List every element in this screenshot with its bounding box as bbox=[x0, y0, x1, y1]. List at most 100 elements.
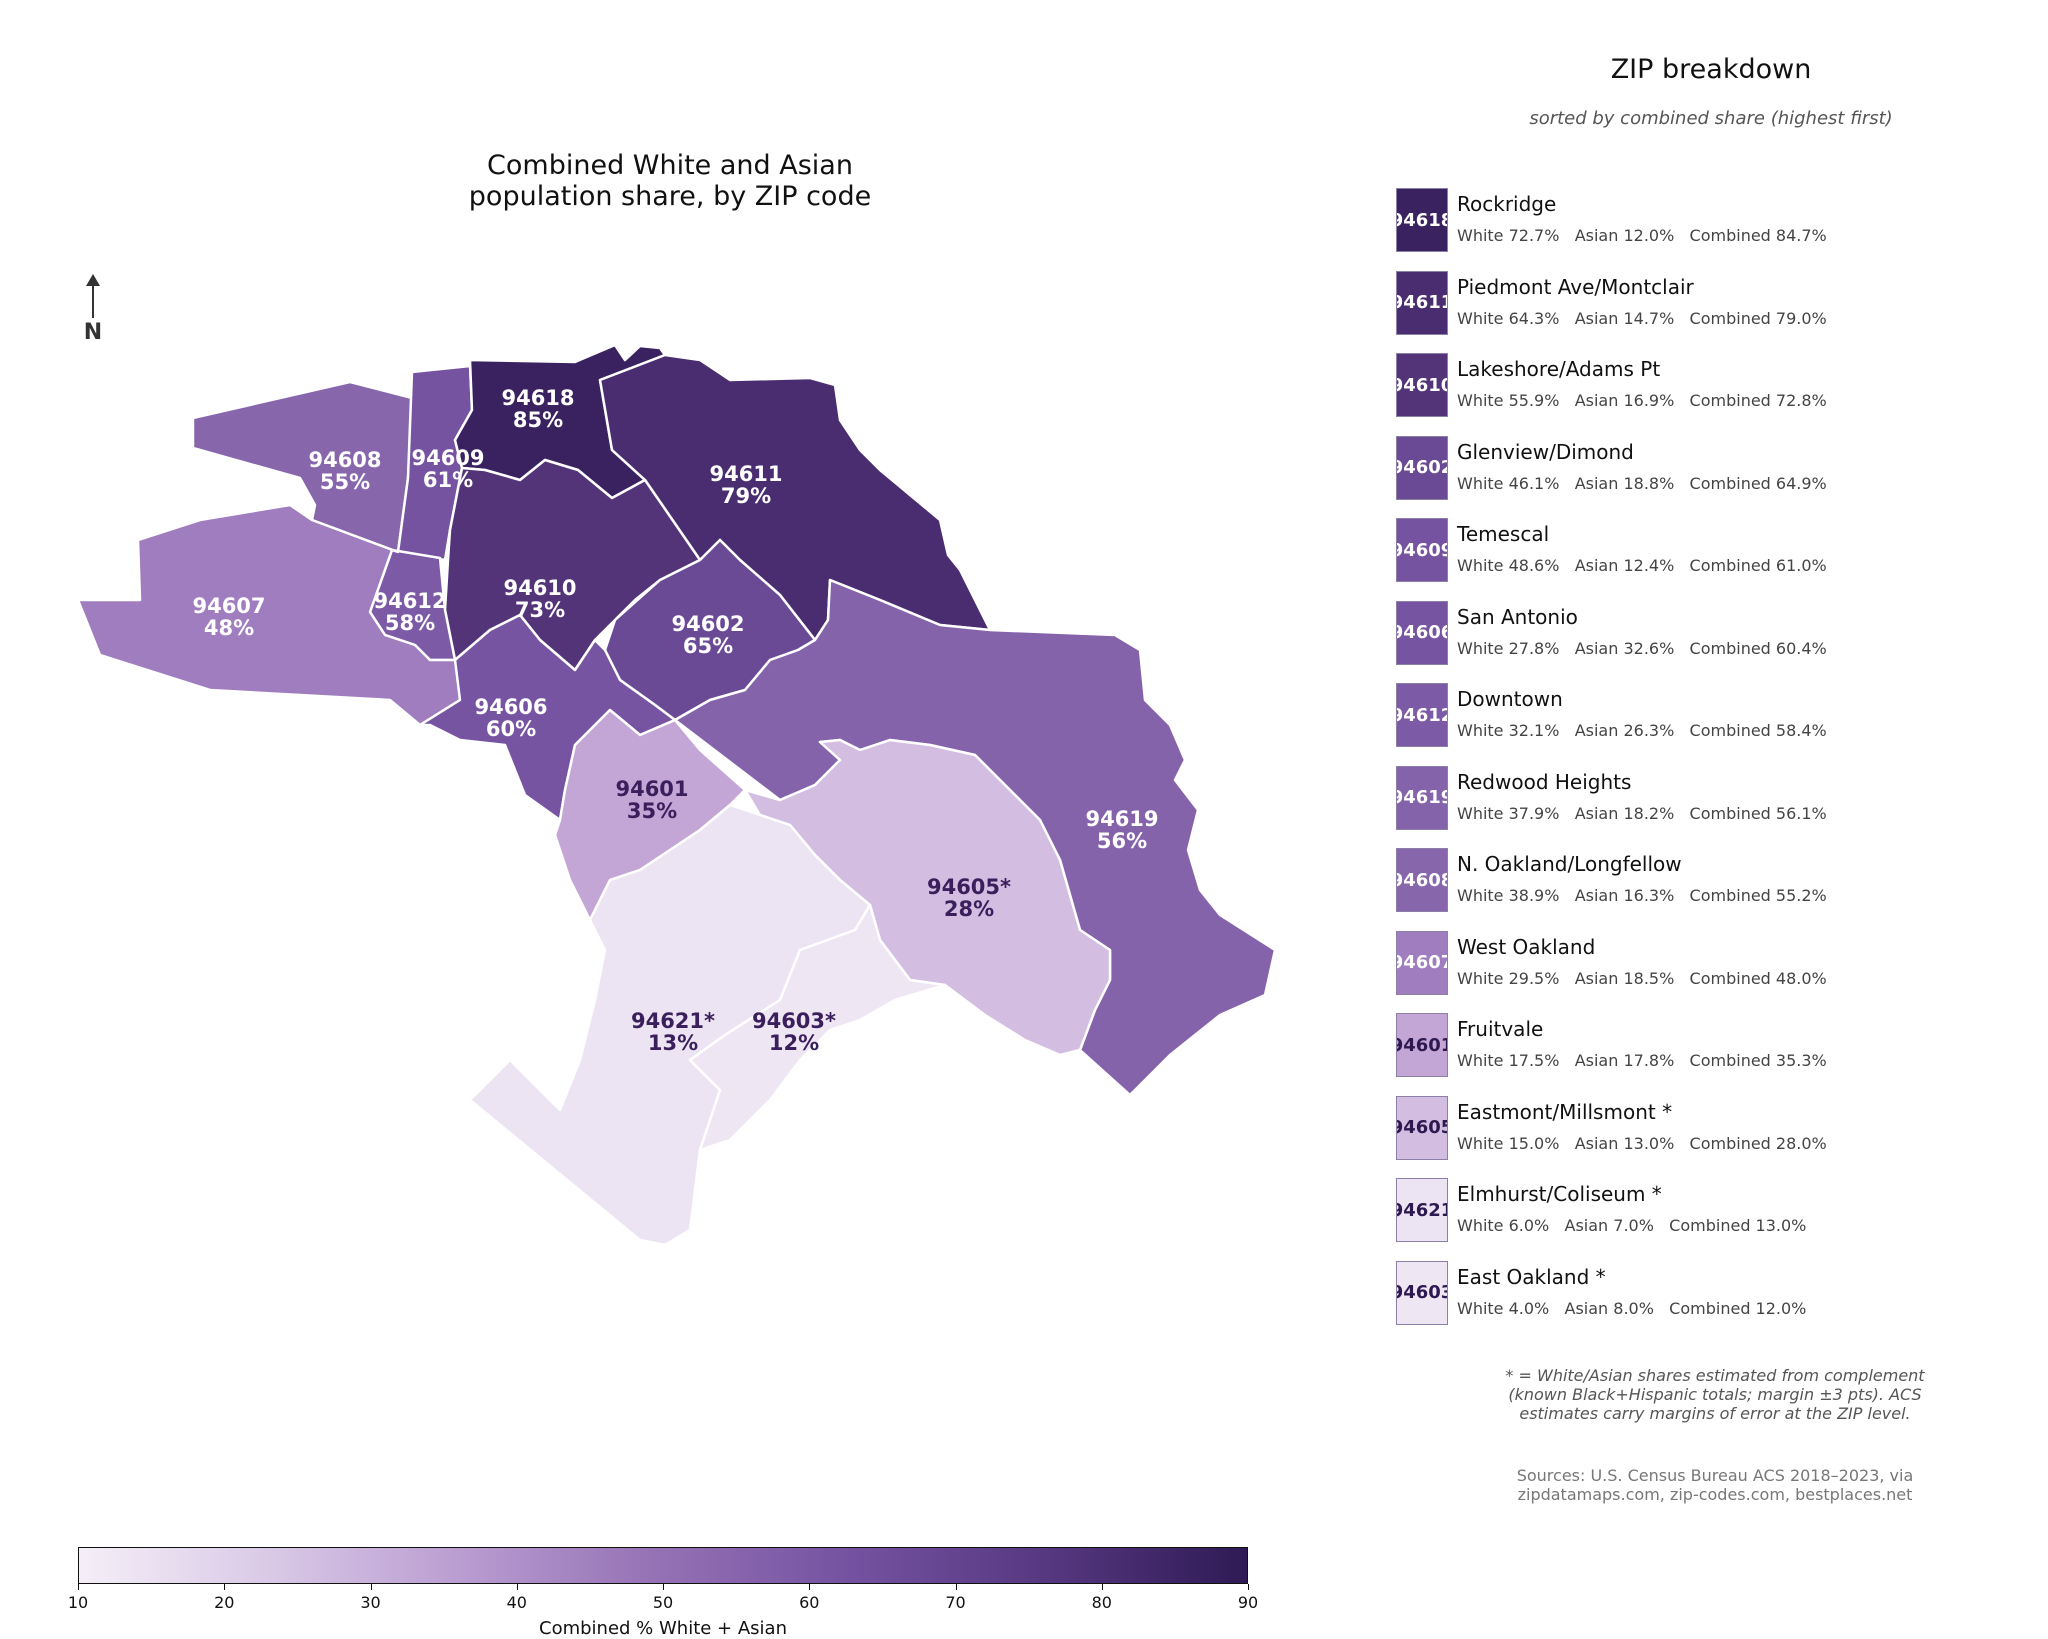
legend-swatch: 94603 bbox=[1396, 1260, 1448, 1325]
sources-note: Sources: U.S. Census Bureau ACS 2018–202… bbox=[1516, 1466, 1914, 1504]
panel-title: ZIP breakdown bbox=[1610, 54, 1812, 85]
colorbar-tick-label: 90 bbox=[1237, 1593, 1259, 1612]
legend-swatch: 94608 bbox=[1396, 848, 1448, 912]
legend-row-name: Downtown bbox=[1457, 687, 1563, 711]
legend-row-94609: 94609 Temescal White 48.6% Asian 12.4% Com… bbox=[1396, 518, 2036, 584]
legend-row-stats: White 37.9% Asian 18.2% Combined 56.1% bbox=[1457, 803, 1827, 823]
zip-label-94607: 94607 48% bbox=[192, 594, 266, 640]
north-arrow: N bbox=[80, 274, 106, 345]
zip-label-94606: 94606 60% bbox=[474, 695, 548, 741]
north-label: N bbox=[83, 320, 103, 345]
legend-row-name: Fruitvale bbox=[1457, 1017, 1544, 1041]
legend-row-94605: 94605 Eastmont/Millsmont * White 15.0% Asi… bbox=[1396, 1095, 2036, 1162]
colorbar bbox=[78, 1547, 1248, 1584]
zip-label-94619: 94619 56% bbox=[1085, 807, 1159, 853]
legend-row-stats: White 29.5% Asian 18.5% Combined 48.0% bbox=[1457, 968, 1827, 988]
colorbar-tick bbox=[370, 1584, 372, 1590]
legend-swatch: 94609 bbox=[1396, 518, 1448, 582]
colorbar-tick-label: 40 bbox=[506, 1593, 527, 1612]
zip-label-94601: 94601 35% bbox=[615, 777, 689, 823]
legend-row-94602: 94602 Glenview/Dimond White 46.1% Asian 18… bbox=[1396, 435, 2036, 502]
colorbar-tick bbox=[224, 1584, 226, 1590]
legend-row-name: Piedmont Ave/Montclair bbox=[1457, 274, 1694, 299]
legend-row-94601: 94601 Fruitvale White 17.5% Asian 17.8% Co… bbox=[1396, 1013, 2036, 1079]
arrow-up-icon bbox=[86, 274, 100, 318]
estimation-footnote: * = White/Asian shares estimated from co… bbox=[1505, 1366, 1925, 1423]
legend-row-stats: White 6.0% Asian 7.0% Combined 13.0% bbox=[1457, 1216, 1807, 1235]
legend-swatch: 94606 bbox=[1396, 600, 1448, 665]
legend-row-name: Redwood Heights bbox=[1457, 769, 1632, 794]
legend-row-94612: 94612 Downtown White 32.1% Asian 26.3% Com… bbox=[1396, 683, 2036, 749]
zip-label-94610: 94610 73% bbox=[503, 576, 577, 622]
legend-row-name: East Oakland * bbox=[1457, 1264, 1606, 1289]
legend-row-94603: 94603 East Oakland * White 4.0% Asian 8.0%… bbox=[1396, 1260, 2036, 1327]
legend-row-94608: 94608 N. Oakland/Longfellow White 38.9% As… bbox=[1396, 848, 2036, 914]
legend-row-name: Eastmont/Millsmont * bbox=[1457, 1099, 1673, 1124]
legend-row-name: Elmhurst/Coliseum * bbox=[1457, 1182, 1662, 1206]
colorbar-tick-label: 20 bbox=[214, 1593, 235, 1612]
legend-swatch: 94618 bbox=[1396, 188, 1448, 252]
legend-swatch: 94619 bbox=[1396, 765, 1448, 830]
zip-label-94605: 94605* 28% bbox=[926, 875, 1012, 921]
legend-swatch: 94612 bbox=[1396, 683, 1448, 747]
map-title: Combined White and Asian population shar… bbox=[468, 150, 872, 212]
legend-row-stats: White 38.9% Asian 16.3% Combined 55.2% bbox=[1457, 886, 1827, 905]
colorbar-tick-label: 10 bbox=[67, 1593, 89, 1612]
legend-row-stats: White 55.9% Asian 16.9% Combined 72.8% bbox=[1457, 391, 1827, 410]
zip-label-94609: 94609 61% bbox=[411, 446, 485, 492]
legend-swatch: 94610 bbox=[1396, 353, 1448, 417]
region-94603[interactable] bbox=[688, 903, 947, 1152]
legend-row-stats: White 17.5% Asian 17.8% Combined 35.3% bbox=[1457, 1051, 1827, 1070]
colorbar-tick-label: 30 bbox=[360, 1593, 381, 1612]
colorbar-tick bbox=[78, 1584, 79, 1590]
legend-swatch: 94605 bbox=[1396, 1095, 1448, 1160]
legend-swatch: 94607 bbox=[1396, 930, 1448, 995]
legend-row-94606: 94606 San Antonio White 27.8% Asian 32.6% … bbox=[1396, 600, 2036, 667]
legend-row-name: San Antonio bbox=[1457, 604, 1578, 629]
legend-row-stats: White 4.0% Asian 8.0% Combined 12.0% bbox=[1457, 1298, 1807, 1318]
colorbar-tick bbox=[516, 1584, 518, 1590]
panel-subtitle: sorted by combined share (highest first) bbox=[1529, 108, 1893, 129]
legend-row-94607: 94607 West Oakland White 29.5% Asian 18.5%… bbox=[1396, 930, 2036, 997]
colorbar-tick bbox=[1248, 1584, 1249, 1590]
colorbar-tick-label: 70 bbox=[945, 1593, 966, 1612]
legend-row-name: West Oakland bbox=[1457, 934, 1596, 959]
legend-row-stats: White 64.3% Asian 14.7% Combined 79.0% bbox=[1457, 308, 1827, 328]
zip-label-94602: 94602 65% bbox=[671, 612, 745, 658]
legend-row-94618: 94618 Rockridge White 72.7% Asian 12.0% Co… bbox=[1396, 188, 2036, 254]
legend-row-name: N. Oakland/Longfellow bbox=[1457, 852, 1682, 876]
colorbar-tick-label: 60 bbox=[799, 1593, 820, 1612]
colorbar-tick bbox=[809, 1584, 811, 1590]
zip-label-94621: 94621* 13% bbox=[630, 1009, 716, 1055]
legend-row-stats: White 15.0% Asian 13.0% Combined 28.0% bbox=[1457, 1133, 1827, 1153]
legend-swatch: 94611 bbox=[1396, 270, 1448, 335]
zip-label-94618: 94618 85% bbox=[501, 386, 575, 432]
zip-label-94608: 94608 55% bbox=[308, 448, 382, 494]
legend-row-name: Temescal bbox=[1457, 522, 1550, 546]
zip-choropleth-map bbox=[76, 343, 1277, 1247]
legend-row-name: Lakeshore/Adams Pt bbox=[1457, 357, 1661, 381]
colorbar-label: Combined % White + Asian bbox=[539, 1618, 787, 1639]
legend-row-94621: 94621 Elmhurst/Coliseum * White 6.0% Asian… bbox=[1396, 1178, 2036, 1244]
legend-row-94611: 94611 Piedmont Ave/Montclair White 64.3% A… bbox=[1396, 270, 2036, 337]
legend-swatch: 94621 bbox=[1396, 1178, 1448, 1242]
colorbar-tick-label: 80 bbox=[1091, 1593, 1112, 1612]
legend-row-stats: White 46.1% Asian 18.8% Combined 64.9% bbox=[1457, 473, 1827, 493]
colorbar-tick bbox=[1101, 1584, 1103, 1590]
legend-row-name: Rockridge bbox=[1457, 192, 1557, 216]
region-94607[interactable] bbox=[76, 503, 464, 727]
zip-label-94611: 94611 79% bbox=[709, 462, 783, 508]
legend-swatch: 94601 bbox=[1396, 1013, 1448, 1077]
legend-row-stats: White 27.8% Asian 32.6% Combined 60.4% bbox=[1457, 638, 1827, 658]
colorbar-tick-label: 50 bbox=[652, 1593, 674, 1612]
legend-row-stats: White 48.6% Asian 12.4% Combined 61.0% bbox=[1457, 556, 1827, 575]
legend-row-94610: 94610 Lakeshore/Adams Pt White 55.9% Asian… bbox=[1396, 353, 2036, 419]
colorbar-tick bbox=[663, 1584, 664, 1590]
legend-row-94619: 94619 Redwood Heights White 37.9% Asian 18… bbox=[1396, 765, 2036, 832]
legend-row-stats: White 32.1% Asian 26.3% Combined 58.4% bbox=[1457, 721, 1827, 740]
colorbar-tick bbox=[955, 1584, 957, 1590]
zip-label-94612: 94612 58% bbox=[373, 589, 447, 635]
legend-row-name: Glenview/Dimond bbox=[1457, 439, 1634, 464]
legend-swatch: 94602 bbox=[1396, 435, 1448, 500]
